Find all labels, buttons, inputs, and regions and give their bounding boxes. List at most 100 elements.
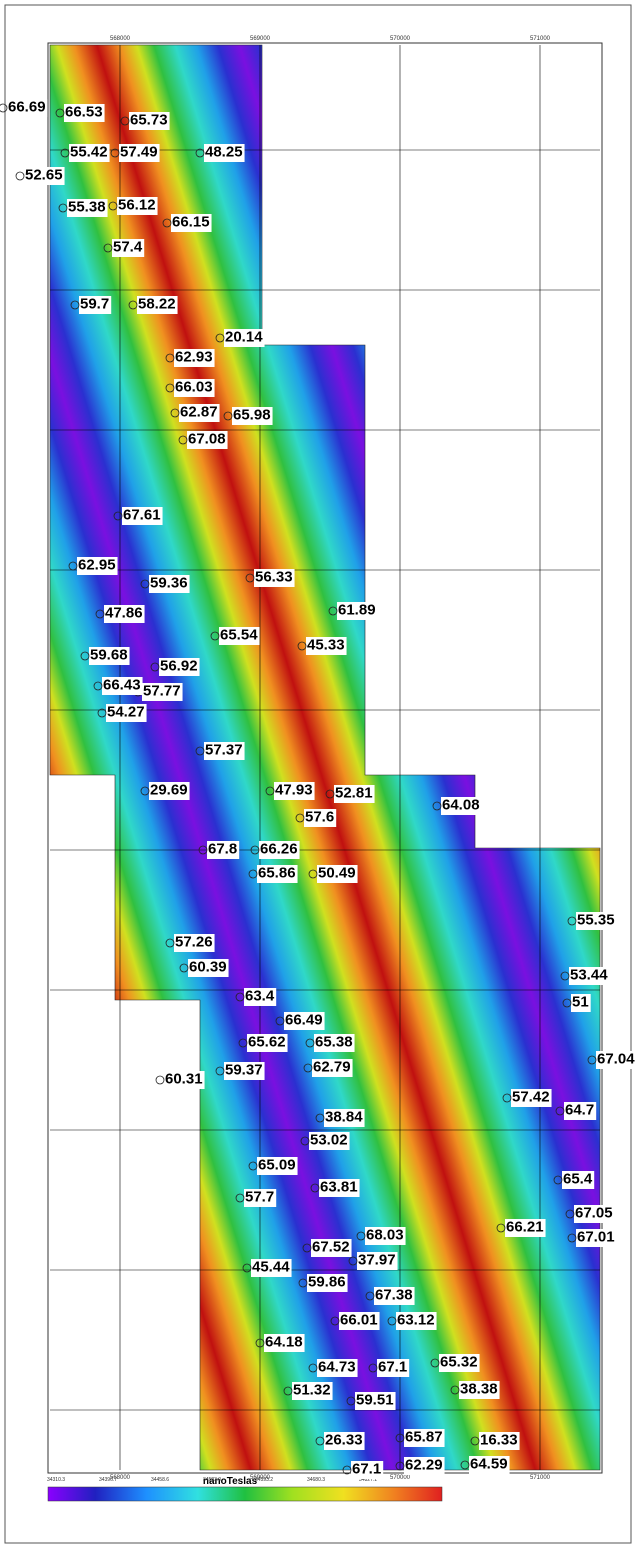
legend-label: 34523.0 — [203, 1477, 221, 1483]
reading-label: 64.73 — [318, 1358, 356, 1375]
legend-label: 34593.2 — [255, 1477, 273, 1483]
legend-label: 34458.6 — [151, 1477, 169, 1483]
reading-label: 67.05 — [575, 1204, 613, 1221]
reading-label: 57.49 — [120, 143, 158, 160]
reading-label: 38.84 — [325, 1108, 363, 1125]
legend-label: 34310.3 — [47, 1477, 65, 1483]
reading-label: 62.79 — [313, 1058, 351, 1075]
legend-label: 34680.3 — [307, 1477, 325, 1483]
reading-label: 67.01 — [577, 1228, 615, 1245]
reading-label: 66.26 — [260, 840, 298, 857]
reading-label: 48.25 — [205, 143, 243, 160]
reading-label: 55.35 — [577, 911, 615, 928]
reading-label: 56.12 — [118, 196, 156, 213]
reading-label: 50.49 — [318, 864, 356, 881]
reading-label: 55.38 — [68, 198, 106, 215]
reading-label: 66.49 — [285, 1011, 323, 1028]
reading-label: 64.08 — [442, 796, 480, 813]
easting-tick-top: 571000 — [530, 36, 551, 42]
reading-label: 63.81 — [320, 1178, 358, 1195]
color-bar — [48, 1487, 442, 1501]
easting-tick-top: 570000 — [390, 36, 411, 42]
reading-label: 67.38 — [375, 1286, 413, 1303]
legend-label: 34396.7 — [99, 1477, 117, 1483]
reading-label: 67.8 — [208, 840, 237, 857]
reading-label: 65.32 — [440, 1353, 478, 1370]
reading-label: 51.32 — [293, 1381, 331, 1398]
reading-label: 65.4 — [563, 1170, 593, 1187]
reading-label: 62.95 — [78, 556, 116, 573]
reading-label: 67.61 — [123, 506, 161, 523]
reading-label: 60.31 — [165, 1070, 203, 1087]
reading-label: 59.68 — [90, 646, 128, 663]
reading-label: 52.81 — [335, 784, 373, 801]
reading-label: 54.27 — [107, 703, 145, 720]
reading-label: 59.37 — [225, 1061, 263, 1078]
easting-tick-top: 568000 — [110, 36, 131, 42]
reading-label: 20.14 — [225, 328, 263, 345]
reading-label: 63.4 — [245, 987, 275, 1004]
reading-label: 45.44 — [252, 1258, 290, 1275]
reading-label: 47.86 — [105, 604, 143, 621]
reading-label: 53.44 — [570, 966, 608, 983]
reading-label: 65.73 — [130, 111, 168, 128]
reading-label: 45.33 — [307, 636, 345, 653]
reading-label: 65.54 — [220, 626, 258, 643]
reading-label: 66.43 — [103, 676, 141, 693]
reading-label: 38.38 — [460, 1380, 498, 1397]
reading-label: 55.42 — [70, 143, 108, 160]
reading-label: 16.33 — [480, 1431, 518, 1448]
reading-label: 66.03 — [175, 378, 213, 395]
reading-label: 62.87 — [180, 403, 218, 420]
reading-label: 37.97 — [358, 1251, 396, 1268]
reading-label: 57.37 — [205, 741, 243, 758]
map-page: nanoTeslas 56800056800056900056900057000… — [0, 0, 637, 1548]
easting-tick-top: 569000 — [250, 36, 271, 42]
reading-label: 60.39 — [189, 958, 227, 975]
reading-label: 59.86 — [308, 1273, 346, 1290]
reading-label: 57.6 — [305, 808, 334, 825]
reading-label: 68.03 — [366, 1226, 404, 1243]
reading-label: 51 — [572, 993, 589, 1010]
reading-label: 57.42 — [512, 1088, 550, 1105]
reading-label: 62.93 — [175, 348, 213, 365]
reading-label: 52.65 — [25, 166, 63, 183]
reading-label: 53.02 — [310, 1131, 348, 1148]
reading-label: 26.33 — [325, 1431, 363, 1448]
reading-label: 57.77 — [143, 682, 181, 699]
reading-label: 59.7 — [80, 295, 109, 312]
reading-label: 66.21 — [506, 1218, 544, 1235]
reading-label: 29.69 — [150, 781, 188, 798]
reading-label: 67.1 — [352, 1460, 381, 1477]
reading-label: 67.04 — [597, 1050, 635, 1067]
reading-label: 63.12 — [397, 1311, 435, 1328]
reading-label: 65.09 — [258, 1156, 296, 1173]
reading-label: 66.15 — [172, 213, 210, 230]
reading-label: 58.22 — [138, 295, 176, 312]
reading-label: 57.4 — [113, 238, 143, 255]
easting-tick-bottom: 570000 — [390, 1475, 411, 1481]
reading-label: 66.69 — [8, 98, 46, 115]
reading-label: 65.38 — [315, 1033, 353, 1050]
reading-label: 64.18 — [265, 1333, 303, 1350]
reading-label: 65.87 — [405, 1428, 443, 1445]
reading-label: 64.7 — [565, 1101, 594, 1118]
reading-label: 65.98 — [233, 406, 271, 423]
easting-tick-bottom: 571000 — [530, 1475, 551, 1481]
reading-label: 47.93 — [275, 781, 313, 798]
reading-label: 59.36 — [150, 574, 188, 591]
reading-label: 65.62 — [248, 1033, 286, 1050]
reading-label: 65.86 — [258, 864, 296, 881]
reading-label: 59.51 — [356, 1391, 394, 1408]
reading-label: 64.59 — [470, 1455, 508, 1472]
reading-label: 56.92 — [160, 657, 198, 674]
reading-label: 57.26 — [175, 933, 213, 950]
reading-label: 66.53 — [65, 103, 103, 120]
reading-label: 56.33 — [255, 568, 293, 585]
reading-label: 66.01 — [340, 1311, 378, 1328]
reading-label: 62.29 — [405, 1456, 443, 1473]
reading-label: 61.89 — [338, 601, 376, 618]
reading-label: 67.1 — [378, 1358, 407, 1375]
reading-label: 67.08 — [188, 430, 226, 447]
reading-label: 57.7 — [245, 1188, 274, 1205]
